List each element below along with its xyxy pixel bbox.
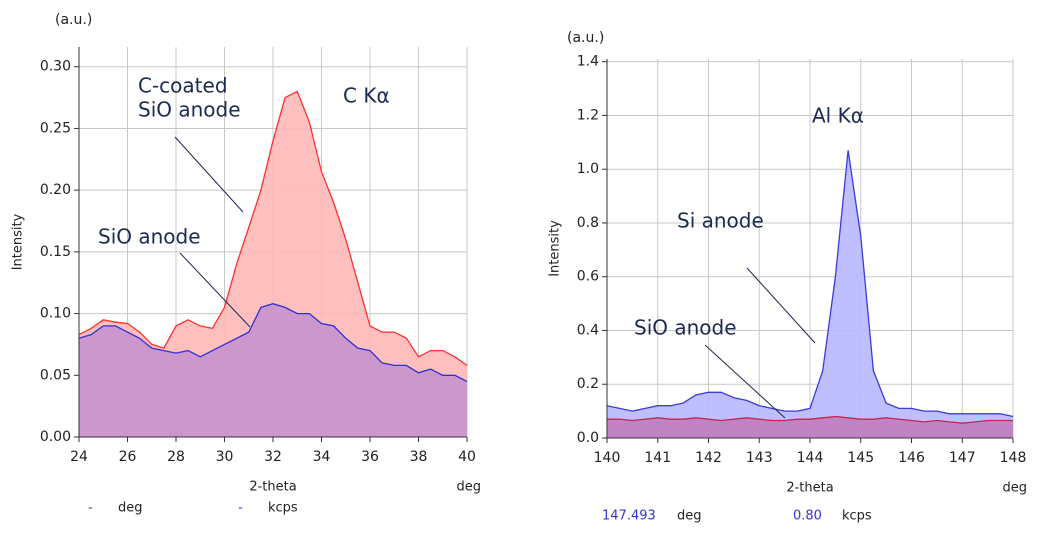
y-tick-label: 0.0 — [577, 430, 599, 446]
status-unit: kcps — [842, 509, 872, 524]
y-tick-label: 0.30 — [40, 59, 71, 75]
y-tick-label: 1.0 — [577, 161, 599, 177]
unit-label: (a.u.) — [567, 30, 604, 46]
y-tick-label: 0.00 — [40, 429, 71, 445]
y-tick-label: 1.4 — [577, 54, 599, 70]
status-value: - — [238, 501, 243, 516]
y-tick-label: 0.15 — [40, 244, 71, 260]
y-tick-label: 1.2 — [577, 107, 599, 123]
y-tick-label: 0.20 — [40, 182, 71, 198]
y-tick-label: 0.2 — [577, 376, 599, 392]
series-line — [78, 303, 468, 383]
y-tick-label: 0.25 — [40, 120, 71, 136]
y-axis-label: Intensity — [11, 213, 26, 270]
x-tick-label: 148 — [1000, 450, 1027, 466]
x-tick-label: 140 — [594, 450, 621, 466]
x-tick-label: 38 — [410, 449, 428, 465]
annotation: C Kα — [343, 84, 390, 108]
x-tick-label: 30 — [216, 449, 234, 465]
x-tick-label: 26 — [119, 449, 137, 465]
area-fill — [607, 150, 1013, 438]
annotation: SiO anode — [138, 98, 241, 122]
y-tick-label: 0.10 — [40, 306, 71, 322]
status-unit: deg — [118, 501, 143, 516]
x-tick-label: 28 — [167, 449, 185, 465]
status-unit: deg — [677, 509, 702, 524]
leader-line — [179, 252, 251, 328]
x-tick-label: 24 — [70, 449, 88, 465]
y-tick-label: 0.6 — [577, 269, 599, 285]
x-tick-label: 141 — [644, 450, 671, 466]
leader-line — [746, 267, 816, 344]
annotation: C-coated — [138, 74, 228, 98]
annotation: Si anode — [677, 209, 764, 233]
y-tick-label: 0.4 — [577, 322, 599, 338]
status-value: - — [88, 501, 93, 516]
unit-label: (a.u.) — [55, 12, 92, 28]
chart: (a.u.) 140 141 142 143 144 145 146 147 148 0.0 0.2 0… — [548, 30, 1028, 524]
x-tick-label: 147 — [949, 450, 976, 466]
area-fill — [79, 303, 467, 437]
y-tick-label: 0.8 — [577, 215, 599, 231]
x-tick-label: 144 — [797, 450, 824, 466]
leader-line — [704, 344, 786, 419]
leader-line — [174, 136, 244, 213]
x-axis-label: 2-theta — [786, 481, 833, 496]
chart: (a.u.) 24 26 28 30 32 34 36 38 40 0.00 0.05 0.10 0.15… — [11, 12, 482, 516]
annotation: SiO anode — [98, 225, 201, 249]
status-value: 147.493 — [602, 509, 656, 524]
x-tick-label: 145 — [847, 450, 874, 466]
status-unit: kcps — [268, 501, 298, 516]
y-tick-label: 0.05 — [40, 367, 71, 383]
x-tick-label: 36 — [361, 449, 379, 465]
series-line — [607, 415, 1013, 424]
x-axis-label: 2-theta — [249, 480, 296, 495]
area-fill — [607, 416, 1013, 438]
y-axis-label: Intensity — [548, 220, 563, 277]
x-unit-label: deg — [456, 480, 481, 495]
x-unit-label: deg — [1002, 481, 1027, 496]
annotation: Al Kα — [812, 104, 864, 128]
annotation: SiO anode — [634, 316, 737, 340]
x-tick-label: 32 — [264, 449, 282, 465]
series-line — [606, 150, 1014, 418]
x-tick-label: 34 — [313, 449, 331, 465]
x-tick-label: 143 — [746, 450, 773, 466]
x-tick-label: 146 — [898, 450, 925, 466]
series-line — [78, 90, 468, 366]
x-tick-label: 142 — [695, 450, 722, 466]
x-tick-label: 40 — [458, 449, 476, 465]
status-value: 0.80 — [793, 509, 822, 524]
